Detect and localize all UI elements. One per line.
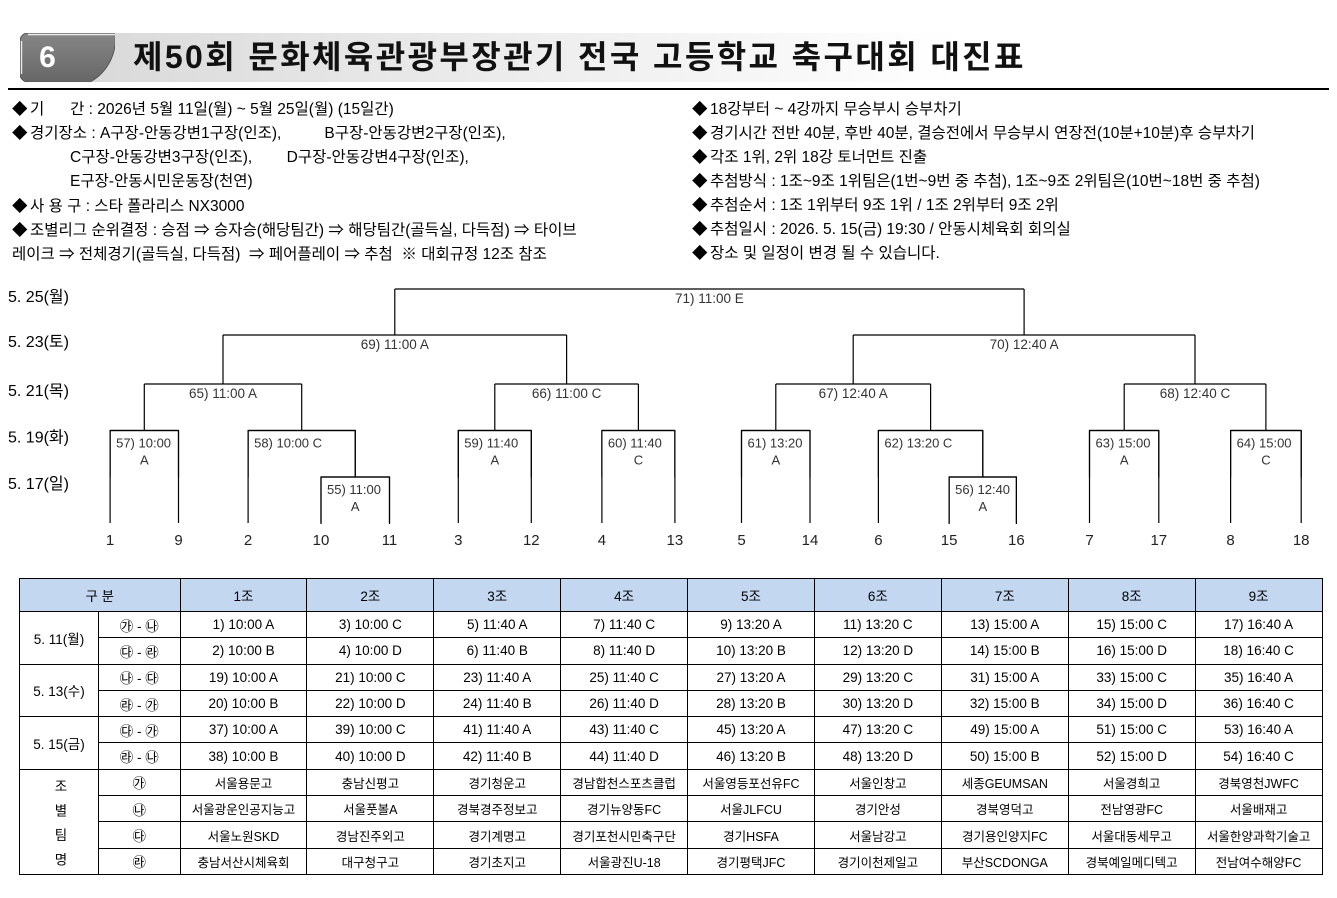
svg-text:56) 12:40: 56) 12:40 [955, 482, 1010, 497]
svg-text:67) 12:40 A: 67) 12:40 A [819, 386, 888, 401]
svg-text:61) 13:20: 61) 13:20 [748, 436, 803, 451]
svg-text:55) 11:00: 55) 11:00 [327, 482, 381, 497]
svg-text:12: 12 [523, 532, 540, 549]
svg-text:5. 19(화): 5. 19(화) [8, 429, 69, 447]
svg-text:C: C [1261, 453, 1270, 468]
svg-text:2: 2 [244, 532, 252, 549]
svg-text:A: A [978, 499, 987, 514]
svg-text:65) 11:00 A: 65) 11:00 A [189, 386, 257, 401]
svg-text:11: 11 [382, 532, 398, 549]
svg-text:9: 9 [174, 532, 182, 549]
svg-text:16: 16 [1008, 532, 1025, 549]
svg-text:C: C [634, 453, 643, 468]
svg-text:1: 1 [106, 532, 114, 549]
svg-text:6: 6 [874, 532, 882, 549]
svg-text:62) 13:20 C: 62) 13:20 C [884, 436, 952, 451]
svg-text:58) 10:00 C: 58) 10:00 C [254, 436, 322, 451]
svg-text:15: 15 [941, 532, 958, 549]
svg-text:A: A [351, 499, 360, 514]
svg-text:71) 11:00 E: 71) 11:00 E [675, 291, 744, 306]
svg-text:17: 17 [1150, 532, 1167, 549]
svg-text:64) 15:00: 64) 15:00 [1237, 436, 1292, 451]
svg-text:14: 14 [802, 532, 819, 549]
svg-text:5. 25(월): 5. 25(월) [8, 288, 69, 306]
svg-text:5. 23(토): 5. 23(토) [8, 334, 69, 351]
svg-text:70) 12:40 A: 70) 12:40 A [990, 337, 1059, 352]
svg-text:18: 18 [1293, 532, 1310, 549]
svg-text:7: 7 [1085, 532, 1093, 549]
svg-text:59) 11:40: 59) 11:40 [464, 436, 518, 451]
svg-text:10: 10 [313, 532, 330, 549]
svg-text:63) 15:00: 63) 15:00 [1096, 436, 1151, 451]
svg-text:60) 11:40: 60) 11:40 [608, 436, 662, 451]
svg-text:A: A [140, 453, 149, 468]
svg-text:5: 5 [737, 532, 745, 549]
svg-text:68) 12:40 C: 68) 12:40 C [1160, 386, 1231, 401]
svg-text:66) 11:00 C: 66) 11:00 C [532, 386, 602, 401]
svg-text:5. 17(일): 5. 17(일) [8, 475, 69, 493]
svg-text:A: A [1120, 453, 1129, 468]
svg-text:5. 21(목): 5. 21(목) [8, 383, 69, 400]
svg-text:57) 10:00: 57) 10:00 [116, 436, 171, 451]
svg-text:69) 11:00 A: 69) 11:00 A [361, 337, 429, 352]
svg-text:3: 3 [454, 532, 462, 549]
svg-text:A: A [490, 453, 499, 468]
svg-text:13: 13 [667, 532, 684, 549]
svg-text:4: 4 [598, 532, 606, 549]
svg-text:8: 8 [1226, 532, 1234, 549]
svg-text:A: A [771, 453, 780, 468]
